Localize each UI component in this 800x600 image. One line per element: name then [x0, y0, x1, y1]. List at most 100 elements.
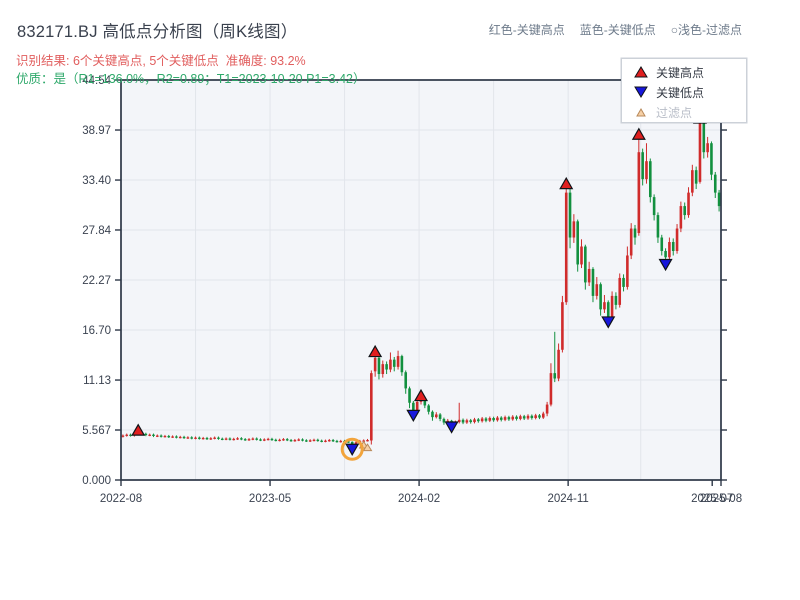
- candle-body: [591, 268, 595, 296]
- key-low-icon: [634, 86, 648, 98]
- candle-body: [469, 420, 472, 423]
- candle-body: [243, 439, 247, 441]
- candle-body: [622, 277, 625, 287]
- key-high-marker: [131, 423, 146, 436]
- legend-row-key-high: 关键高点: [634, 62, 746, 82]
- x-tick-label: 2023-05: [249, 493, 291, 505]
- candle-body: [515, 416, 518, 419]
- candle-body: [255, 438, 258, 440]
- candle-body: [335, 440, 339, 443]
- candle-body: [263, 439, 266, 441]
- y-tick-label: 38.97: [82, 125, 111, 137]
- candle-body: [526, 415, 530, 419]
- candle-body: [366, 440, 369, 442]
- x-tick-label: 2025-08: [700, 493, 742, 505]
- candle-body: [656, 215, 660, 238]
- candle-body: [561, 302, 564, 350]
- candle-body: [125, 434, 129, 436]
- candle-body: [121, 435, 125, 437]
- candle-body: [717, 192, 721, 207]
- candle-body: [434, 414, 438, 418]
- candle-body: [301, 439, 304, 441]
- candle-body: [194, 437, 197, 439]
- legend-row-filter: 过滤点: [634, 102, 746, 122]
- candle-body: [278, 439, 281, 442]
- candle-body: [404, 372, 408, 389]
- candle-body: [163, 435, 167, 438]
- candle-body: [641, 152, 644, 180]
- candle-body: [431, 411, 434, 418]
- candle-body: [557, 349, 560, 379]
- candle-body: [530, 415, 534, 419]
- candle-body: [152, 434, 155, 436]
- candle-body: [706, 143, 709, 153]
- candle-body: [373, 357, 377, 372]
- candle-body: [702, 122, 706, 153]
- candle-body: [228, 438, 232, 440]
- candle-body: [698, 122, 702, 182]
- y-tick-label: 27.84: [82, 225, 111, 237]
- candle-body: [236, 438, 239, 440]
- candle-body: [217, 437, 220, 439]
- candle-body: [492, 418, 495, 421]
- candle-body: [209, 438, 213, 440]
- legend-label-key-low: 关键低点: [656, 85, 705, 100]
- candle-body: [297, 439, 301, 441]
- candle-body: [339, 440, 343, 443]
- candle-body: [645, 161, 648, 180]
- candle-body: [599, 284, 602, 310]
- filter-point-icon: [636, 107, 646, 117]
- y-tick-label: 11.13: [83, 375, 111, 387]
- candle-body: [240, 438, 243, 440]
- candle-body: [167, 435, 171, 438]
- candle-body: [144, 433, 148, 436]
- candle-body: [713, 174, 717, 193]
- candle-body: [572, 221, 576, 238]
- candle-body: [308, 440, 312, 442]
- candle-body: [320, 440, 323, 442]
- candle-body: [381, 364, 385, 375]
- candle-body: [270, 438, 274, 441]
- candle-body: [606, 302, 610, 317]
- candle-body: [159, 435, 163, 437]
- candle-body: [232, 438, 236, 441]
- candle-body: [274, 439, 278, 442]
- color-key: 红色-关键高点 蓝色-关键低点 ○浅色-过滤点: [489, 21, 742, 38]
- candle-body: [675, 228, 679, 251]
- candle-body: [412, 402, 415, 410]
- y-tick-label: 22.27: [82, 275, 111, 287]
- x-tick-label: 2022-08: [100, 493, 142, 505]
- candle-body: [347, 441, 350, 443]
- candle-body: [538, 415, 541, 418]
- candle-body: [370, 373, 373, 441]
- candle-body: [408, 388, 411, 403]
- x-tick-label: 2024-11: [547, 493, 588, 505]
- candle-body: [576, 221, 579, 265]
- candle-body: [190, 437, 193, 439]
- candle-body: [198, 437, 201, 439]
- candle-body: [213, 437, 216, 439]
- candle-body: [396, 356, 400, 367]
- candle-body: [327, 440, 331, 442]
- candle-body: [350, 441, 354, 445]
- candle-body: [285, 439, 289, 441]
- color-key-high: 红色-关键高点: [488, 23, 565, 37]
- candle-body: [541, 413, 545, 418]
- candle-body: [247, 439, 251, 441]
- candle-body: [377, 357, 381, 375]
- candle-body: [584, 246, 587, 283]
- candle-body: [484, 418, 488, 421]
- x-tick-label: 2025-07: [691, 493, 733, 505]
- candle-body: [610, 295, 614, 317]
- candle-body: [553, 373, 557, 379]
- candle-body: [389, 359, 392, 370]
- candle-body: [427, 405, 430, 412]
- key-low-marker: [406, 409, 421, 423]
- candle-body: [251, 438, 255, 440]
- key-low-marker: [345, 443, 360, 456]
- key-high-marker: [559, 176, 574, 190]
- candle-body: [480, 418, 484, 422]
- legend-label-filter: 过滤点: [656, 105, 693, 120]
- candle-body: [224, 438, 228, 440]
- candle-body: [503, 417, 507, 420]
